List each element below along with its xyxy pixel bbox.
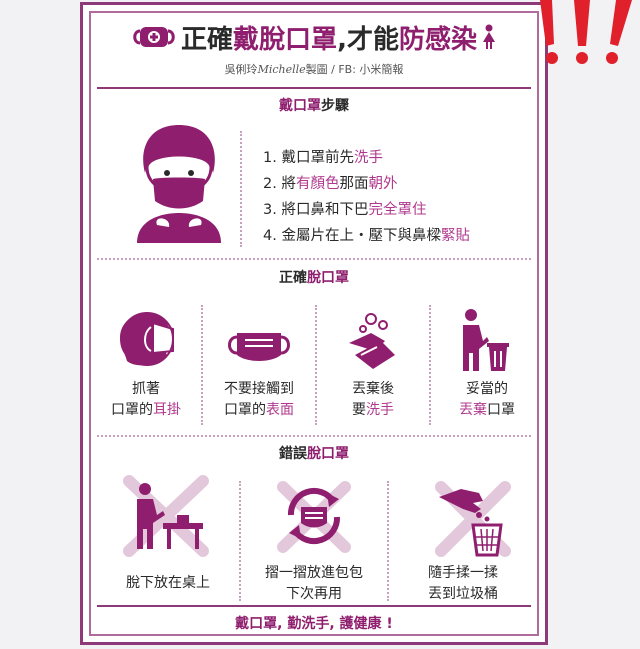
divider	[201, 305, 203, 425]
caption-crumple-bin: 隨手揉一揉 丟到垃圾桶	[428, 565, 498, 602]
steps-list: 1. 戴口罩前先洗手 2. 將有顏色那面朝外 3. 將口鼻和下巴完全罩住 4. …	[263, 145, 533, 249]
divider	[97, 258, 531, 260]
caption-on-table: 脫下放在桌上	[126, 575, 210, 591]
section-heading-remove: 正確脫口罩	[83, 267, 545, 287]
divider	[387, 481, 389, 601]
title-part-b: 戴脫口罩	[233, 25, 338, 55]
divider	[97, 605, 531, 607]
inner-frame	[89, 11, 539, 636]
step-item: 2. 將有顏色那面朝外	[263, 176, 398, 192]
heading-rest: 正確	[279, 270, 307, 286]
recycle-mask-cross-icon	[275, 479, 353, 557]
credit-author: 吳俐玲	[224, 63, 258, 76]
washing-hands-icon	[341, 311, 401, 377]
header: 正確戴脫口罩,才能防感染 吳俐玲Michelle製圖 / FB: 小米簡報	[83, 19, 545, 89]
section-heading-steps: 戴口罩步驟	[83, 95, 545, 115]
caption-dispose: 妥當的 丟棄口罩	[459, 381, 515, 418]
divider	[240, 131, 242, 247]
divider	[97, 435, 531, 437]
table-cross-icon	[123, 475, 209, 561]
credit-brand: Michelle	[257, 63, 306, 76]
trash-person-icon	[459, 307, 511, 377]
step-item: 1. 戴口罩前先洗手	[263, 150, 383, 166]
divider	[239, 481, 241, 601]
page-title: 正確戴脫口罩,才能防感染	[83, 19, 545, 58]
poster: 正確戴脫口罩,才能防感染 吳俐玲Michelle製圖 / FB: 小米簡報 戴口…	[80, 2, 548, 645]
divider	[97, 87, 531, 89]
title-part-c: ,才能	[337, 25, 399, 55]
heading-rest: 步驟	[321, 98, 349, 114]
title-part-d: 防感染	[398, 25, 477, 55]
heading-rest: 錯誤	[279, 446, 307, 462]
step-item: 4. 金屬片在上・壓下與鼻樑緊貼	[263, 228, 470, 244]
woman-icon	[481, 24, 497, 57]
credit-line: 吳俐玲Michelle製圖 / FB: 小米簡報	[83, 61, 545, 77]
heading-pink: 戴口罩	[279, 98, 321, 114]
mask-logo-icon	[131, 23, 177, 58]
credit-rest: 製圖 / FB: 小米簡報	[305, 63, 404, 76]
mask-hands-icon	[223, 325, 295, 371]
caption-wash-hands: 丟棄後 要洗手	[352, 381, 394, 418]
title-part-a: 正確	[181, 25, 234, 55]
caption-fold-reuse: 摺一摺放進包包 下次再用	[265, 565, 363, 602]
crumple-hand-cross-icon	[435, 479, 511, 561]
caption-no-touch: 不要接觸到 口罩的表面	[224, 381, 294, 418]
heading-pink: 脫口罩	[307, 270, 349, 286]
heading-pink: 脫口罩	[307, 446, 349, 462]
caption-ear-loop: 抓著 口罩的耳掛	[111, 381, 181, 418]
head-ear-loop-icon	[107, 303, 187, 377]
divider	[315, 305, 317, 425]
divider	[429, 305, 431, 425]
person-mask-icon	[119, 121, 239, 247]
step-item: 3. 將口鼻和下巴完全罩住	[263, 202, 427, 218]
warning-exclamation-icon	[538, 0, 640, 70]
section-heading-wrong: 錯誤脫口罩	[83, 443, 545, 463]
footer-slogan: 戴口罩, 勤洗手, 護健康 !	[235, 616, 393, 632]
